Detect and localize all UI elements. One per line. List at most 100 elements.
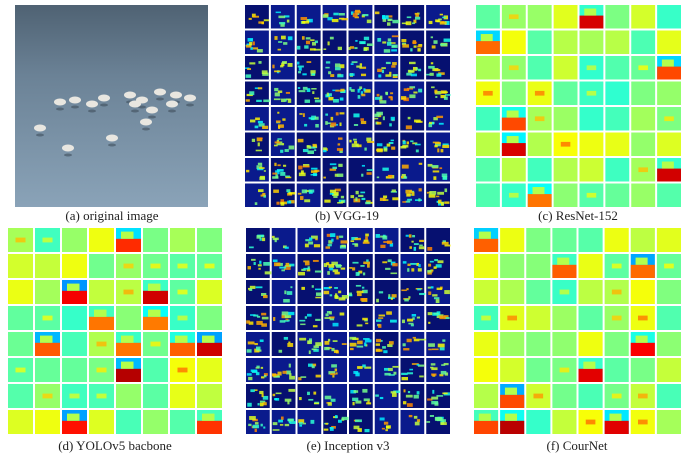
activation-spot bbox=[481, 316, 491, 321]
activation-spot bbox=[406, 395, 413, 398]
feature-cell bbox=[552, 306, 576, 330]
bird bbox=[86, 101, 98, 108]
activation-spot bbox=[178, 368, 188, 373]
activation-spot bbox=[385, 429, 388, 431]
feature-cell bbox=[246, 228, 270, 252]
activation-spot bbox=[288, 36, 293, 40]
caption: (a) original image bbox=[65, 208, 158, 223]
activation-region bbox=[662, 60, 674, 67]
activation-spot bbox=[377, 94, 380, 97]
feature-cell bbox=[526, 254, 550, 278]
activation-spot bbox=[324, 291, 329, 294]
figure: (a) original image (b) VGG-19 (c) ResNet… bbox=[0, 0, 684, 462]
bird bbox=[98, 95, 110, 102]
activation-spot bbox=[415, 144, 421, 146]
activation-region bbox=[636, 336, 648, 343]
activation-spot bbox=[255, 202, 258, 205]
feature-cell bbox=[631, 82, 655, 106]
activation-spot bbox=[327, 234, 331, 237]
feature-cell bbox=[474, 332, 498, 356]
activation-spot bbox=[289, 146, 295, 150]
activation-spot bbox=[433, 176, 436, 180]
feature-cell bbox=[8, 384, 33, 408]
activation-spot bbox=[280, 424, 283, 426]
activation-spot bbox=[308, 241, 313, 244]
activation-spot bbox=[417, 289, 421, 291]
activation-spot bbox=[418, 268, 422, 271]
activation-spot bbox=[303, 149, 309, 152]
activation-spot bbox=[286, 319, 289, 321]
activation-spot bbox=[285, 176, 290, 178]
bird bbox=[184, 95, 196, 102]
feature-cell bbox=[605, 31, 629, 55]
activation-spot bbox=[392, 189, 396, 192]
activation-spot bbox=[390, 92, 393, 94]
activation-spot bbox=[330, 74, 334, 77]
activation-spot bbox=[366, 172, 371, 175]
feature-cell bbox=[245, 158, 269, 182]
activation-spot bbox=[299, 397, 302, 400]
feature-cell bbox=[502, 158, 526, 182]
feature-cell bbox=[657, 5, 681, 29]
feature-cell bbox=[605, 82, 629, 106]
activation-spot bbox=[509, 193, 519, 198]
activation-spot bbox=[393, 74, 398, 76]
feature-cell bbox=[605, 107, 629, 131]
activation-spot bbox=[311, 170, 317, 173]
feature-cell bbox=[526, 280, 550, 304]
activation-region bbox=[148, 284, 161, 291]
feature-cell bbox=[374, 184, 398, 208]
activation-spot bbox=[428, 291, 431, 294]
activation-spot bbox=[298, 193, 302, 195]
activation-spot bbox=[403, 261, 407, 263]
feature-cell bbox=[631, 107, 655, 131]
activation-spot bbox=[361, 121, 366, 124]
activation-spot bbox=[430, 367, 433, 369]
bird bbox=[146, 107, 158, 114]
bird bbox=[166, 101, 178, 108]
activation-spot bbox=[442, 17, 446, 19]
activation-spot bbox=[281, 36, 286, 40]
activation-spot bbox=[357, 293, 362, 296]
activation-spot bbox=[427, 270, 431, 273]
activation-spot bbox=[361, 174, 363, 177]
activation-spot bbox=[279, 350, 283, 353]
activation-spot bbox=[340, 97, 344, 100]
activation-spot bbox=[259, 261, 261, 264]
activation-spot bbox=[302, 21, 309, 24]
activation-spot bbox=[507, 316, 517, 321]
activation-spot bbox=[315, 342, 322, 346]
activation-spot bbox=[442, 392, 447, 394]
activation-spot bbox=[351, 63, 354, 65]
bird bbox=[170, 92, 182, 99]
activation-spot bbox=[412, 314, 416, 317]
activation-region bbox=[202, 336, 215, 343]
activation-spot bbox=[415, 13, 418, 15]
activation-spot bbox=[298, 166, 302, 170]
feature-cell bbox=[657, 31, 681, 55]
activation-spot bbox=[413, 92, 417, 94]
activation-spot bbox=[387, 22, 391, 25]
activation-spot bbox=[328, 41, 330, 45]
activation-spot bbox=[379, 291, 383, 293]
activation-spot bbox=[299, 113, 302, 115]
activation-spot bbox=[315, 271, 322, 273]
activation-region bbox=[94, 310, 107, 317]
activation-spot bbox=[310, 48, 316, 50]
bird-reflection bbox=[142, 128, 150, 131]
activation-spot bbox=[272, 65, 274, 69]
feature-cell bbox=[400, 5, 424, 29]
activation-spot bbox=[363, 272, 365, 275]
activation-spot bbox=[354, 244, 358, 247]
feature-cell bbox=[474, 254, 498, 278]
activation-spot bbox=[350, 46, 354, 49]
activation-spot bbox=[330, 233, 335, 237]
activation-spot bbox=[43, 316, 53, 321]
activation-spot bbox=[255, 429, 257, 432]
activation-spot bbox=[439, 167, 442, 169]
activation-spot bbox=[391, 65, 395, 67]
activation-spot bbox=[392, 197, 398, 200]
activation-spot bbox=[612, 316, 622, 321]
activation-spot bbox=[283, 42, 287, 45]
activation-spot bbox=[377, 143, 383, 146]
